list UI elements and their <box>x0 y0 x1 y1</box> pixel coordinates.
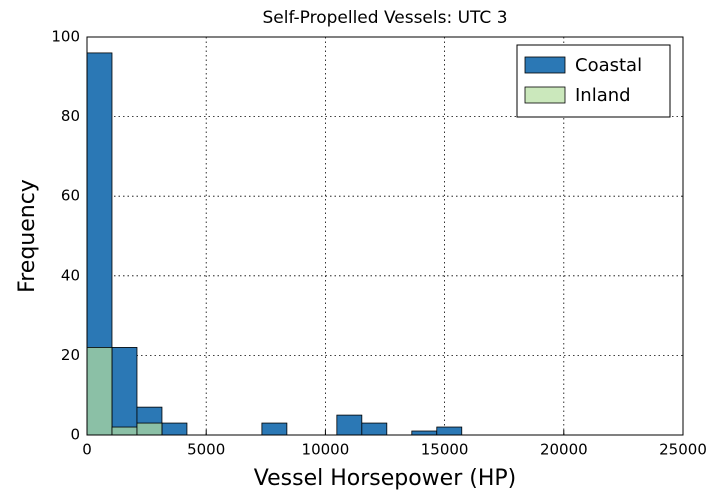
bar <box>111 347 138 436</box>
x-tick-label: 25000 <box>659 441 707 459</box>
y-tick-label: 40 <box>61 266 80 284</box>
legend-label: Inland <box>575 85 631 106</box>
y-tick-label: 20 <box>61 346 80 364</box>
chart-title: Self-Propelled Vessels: UTC 3 <box>262 8 507 28</box>
x-tick-label: 5000 <box>187 441 225 459</box>
x-tick-label: 15000 <box>421 441 469 459</box>
x-tick-label: 20000 <box>540 441 588 459</box>
legend-swatch <box>524 86 566 104</box>
bar <box>261 422 288 436</box>
bar <box>86 347 113 436</box>
bar <box>336 414 363 436</box>
x-tick-label: 0 <box>82 441 92 459</box>
bar <box>436 426 463 436</box>
bar <box>136 422 163 436</box>
bar <box>161 422 188 436</box>
y-axis-label: Frequency <box>15 179 40 293</box>
legend-label: Coastal <box>575 55 642 76</box>
x-tick-label: 10000 <box>302 441 350 459</box>
bar <box>361 422 388 436</box>
y-tick-label: 60 <box>61 187 80 205</box>
y-tick-label: 0 <box>70 426 80 444</box>
y-tick-label: 80 <box>61 107 80 125</box>
bar <box>111 426 138 436</box>
bar <box>411 430 438 436</box>
legend-swatch <box>524 56 566 74</box>
plot-frame <box>86 36 684 436</box>
y-tick-label: 100 <box>51 28 80 46</box>
x-axis-label: Vessel Horsepower (HP) <box>254 466 516 491</box>
